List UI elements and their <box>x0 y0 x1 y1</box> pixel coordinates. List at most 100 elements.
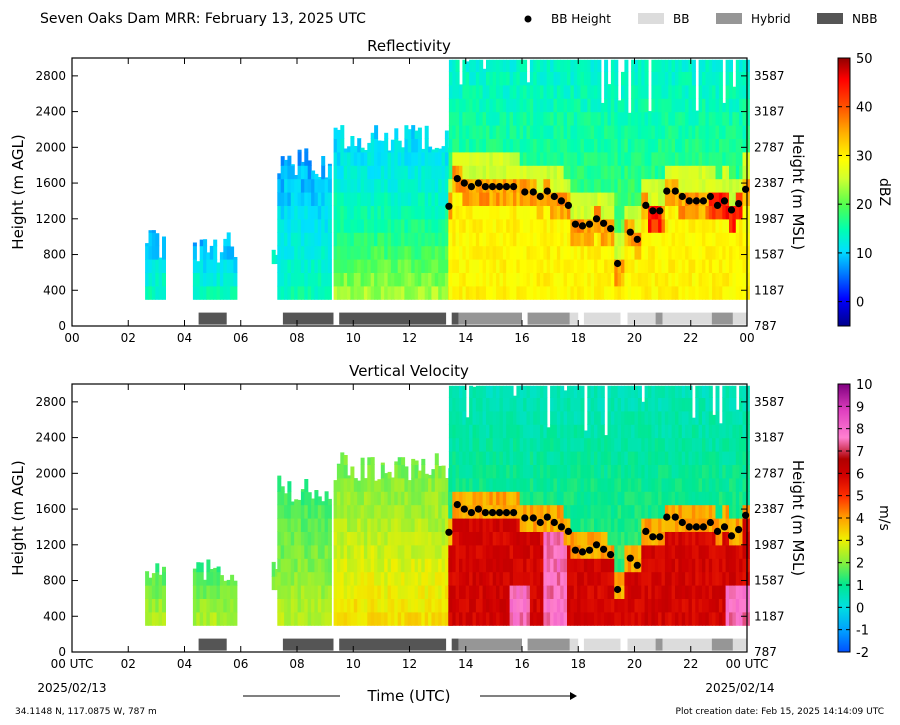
echo-cell <box>546 427 551 439</box>
echo-cell <box>553 397 558 412</box>
echo-cell <box>151 272 156 287</box>
echo-cell <box>340 531 345 546</box>
echo-cell <box>594 437 598 452</box>
echo-cell <box>658 585 663 599</box>
echo-cell <box>715 71 720 86</box>
echo-cell <box>607 165 612 180</box>
echo-cell <box>651 504 656 519</box>
echo-cell <box>441 477 446 492</box>
echo-cell <box>148 232 153 247</box>
echo-cell <box>729 138 733 153</box>
echo-cell <box>735 111 740 126</box>
echo-cell <box>560 598 565 613</box>
echo-cell <box>387 585 392 599</box>
echo-cell <box>390 531 395 546</box>
echo-cell <box>712 414 717 425</box>
echo-cell <box>617 192 622 206</box>
echo-cell <box>583 59 588 72</box>
echo-cell <box>340 232 345 247</box>
echo-cell <box>546 205 551 220</box>
echo-cell <box>145 571 150 573</box>
echo-cell <box>459 424 463 439</box>
echo-cell <box>397 165 402 180</box>
echo-cell <box>300 218 305 233</box>
x-tick-label: 10 <box>346 331 361 345</box>
echo-cell <box>536 585 541 599</box>
echo-cell <box>462 491 467 506</box>
echo-cell <box>347 245 352 260</box>
echo-cell <box>729 59 733 72</box>
echo-cell <box>668 585 673 599</box>
echo-cell <box>644 385 649 398</box>
bb-legend-swatch <box>638 13 664 24</box>
echo-cell <box>644 259 649 273</box>
echo-cell <box>489 205 494 220</box>
echo-cell <box>671 84 676 99</box>
echo-cell <box>145 611 150 626</box>
bb-height-point <box>543 187 551 195</box>
echo-cell <box>280 611 285 626</box>
echo-cell <box>621 544 625 559</box>
echo-cell <box>654 245 659 260</box>
echo-cell <box>452 218 457 233</box>
echo-cell <box>698 59 703 72</box>
echo-cell <box>482 531 487 546</box>
echo-cell <box>411 285 416 300</box>
echo-cell <box>397 192 402 206</box>
echo-cell <box>722 165 727 180</box>
echo-cell <box>580 138 585 153</box>
echo-cell <box>563 558 568 573</box>
echo-cell <box>192 285 197 300</box>
echo-cell <box>587 138 592 153</box>
echo-cell <box>735 464 740 479</box>
echo-cell <box>233 272 238 287</box>
echo-cell <box>570 491 575 506</box>
echo-cell <box>455 138 460 153</box>
echo-cell <box>543 464 548 479</box>
echo-cell <box>580 518 585 532</box>
echo-cell <box>712 544 717 559</box>
bb-height-point <box>467 183 475 191</box>
bb-height-point <box>592 215 601 223</box>
echo-cell <box>573 410 578 425</box>
echo-cell <box>658 59 663 72</box>
echo-cell <box>387 232 392 247</box>
echo-cell <box>553 205 558 220</box>
echo-cell <box>614 385 619 398</box>
echo-cell <box>394 218 399 233</box>
echo-cell <box>742 558 747 573</box>
echo-cell <box>492 285 497 300</box>
echo-cell <box>390 178 395 193</box>
echo-cell <box>311 192 316 206</box>
echo-cell <box>219 259 224 273</box>
echo-cell <box>607 385 612 398</box>
echo-cell <box>304 178 309 193</box>
echo-cell <box>455 232 460 247</box>
echo-cell <box>725 544 730 559</box>
echo-cell <box>336 245 341 260</box>
echo-cell <box>492 259 497 273</box>
echo-cell <box>506 59 511 72</box>
echo-cell <box>455 259 460 273</box>
echo-cell <box>621 518 625 532</box>
echo-cell <box>284 504 289 519</box>
echo-cell <box>681 477 686 492</box>
echo-cell <box>438 571 443 586</box>
echo-cell <box>404 232 409 247</box>
echo-cell <box>735 410 740 425</box>
echo-cell <box>475 151 480 166</box>
echo-cell <box>600 518 605 532</box>
echo-cell <box>526 138 531 153</box>
echo-cell <box>550 410 555 425</box>
echo-cell <box>688 585 693 599</box>
echo-cell <box>370 518 375 532</box>
echo-cell <box>607 451 612 465</box>
echo-cell <box>577 98 582 113</box>
echo-cell <box>671 585 676 599</box>
echo-cell <box>148 611 153 626</box>
echo-cell <box>397 477 402 492</box>
echo-cell <box>681 98 686 113</box>
echo-cell <box>516 59 521 72</box>
echo-cell <box>482 544 487 559</box>
